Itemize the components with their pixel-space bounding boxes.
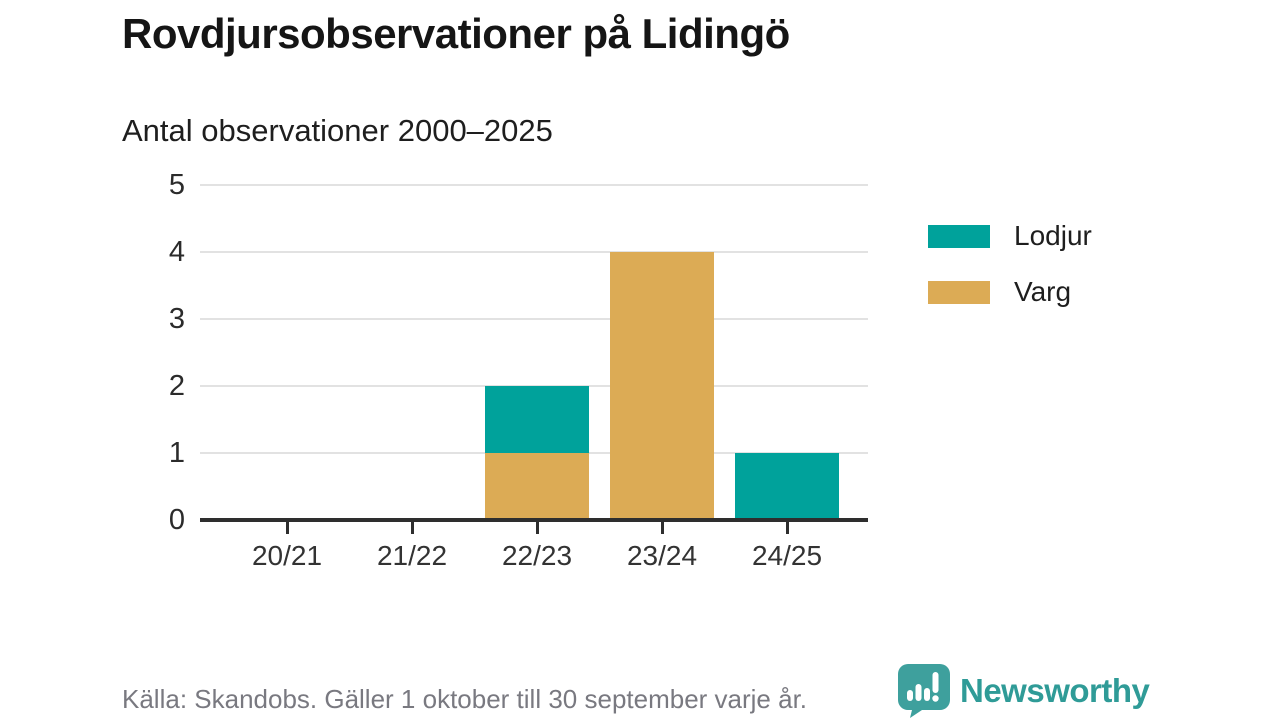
x-axis-line: [200, 518, 868, 522]
y-axis-label-2: 2: [168, 370, 185, 402]
x-axis-tick-24/25: [786, 522, 789, 534]
brand-lockup: Newsworthy: [898, 664, 1150, 720]
source-note: Källa: Skandobs. Gäller 1 oktober till 3…: [122, 684, 808, 714]
bar-varg-23/24: [610, 252, 714, 520]
legend-label-varg: Varg: [1014, 276, 1072, 307]
x-axis-tick-21/22: [411, 522, 414, 534]
x-axis-tick-22/23: [536, 522, 539, 534]
chart-subtitle: Antal observationer 2000–2025: [122, 113, 553, 148]
y-axis-label-1: 1: [168, 437, 185, 469]
legend-swatch-varg: [928, 280, 990, 304]
y-axis-label-3: 3: [168, 303, 185, 335]
legend-label-lodjur: Lodjur: [1014, 220, 1092, 251]
bar-varg-22/23: [485, 453, 589, 520]
y-axis-label-0: 0: [168, 504, 185, 536]
gridline-y-5: [200, 184, 868, 186]
bar-lodjur-22/23: [485, 386, 589, 453]
x-axis-tick-20/21: [286, 522, 289, 534]
gridline-y-4: [200, 251, 868, 253]
x-axis-label-20/21: 20/21: [251, 540, 323, 571]
y-axis-label-5: 5: [168, 169, 185, 201]
chart-title: Rovdjursobservationer på Lidingö: [122, 10, 790, 57]
newsworthy-logo-icon: [898, 664, 950, 720]
bar-lodjur-24/25: [735, 453, 839, 520]
legend: Lodjur Varg: [928, 220, 1092, 308]
legend-swatch-lodjur: [928, 224, 990, 248]
x-axis-tick-23/24: [661, 522, 664, 534]
legend-item-varg: Varg: [928, 276, 1092, 308]
x-axis-label-21/22: 21/22: [376, 540, 448, 571]
gridline-y-3: [200, 318, 868, 320]
y-axis-label-4: 4: [168, 236, 185, 268]
brand-name: Newsworthy: [960, 671, 1150, 709]
legend-item-lodjur: Lodjur: [928, 220, 1092, 252]
x-axis-label-24/25: 24/25: [751, 540, 823, 571]
x-axis-label-23/24: 23/24: [626, 540, 698, 571]
x-axis-label-22/23: 22/23: [501, 540, 573, 571]
plot-area: [200, 184, 868, 522]
